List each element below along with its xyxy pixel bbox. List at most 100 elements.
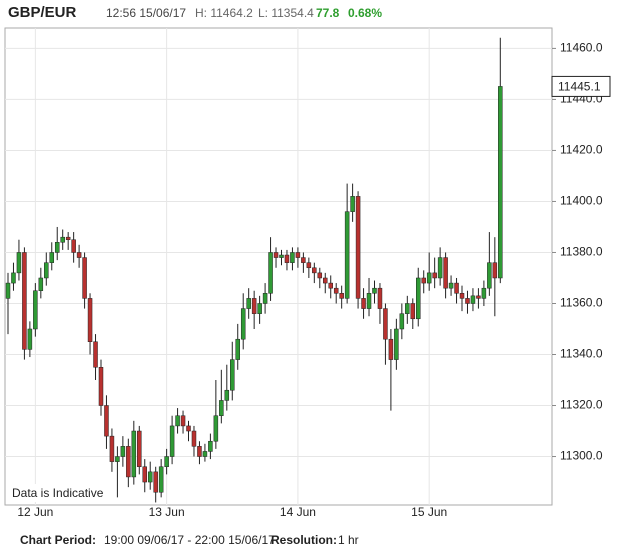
- candle-body: [60, 236, 65, 243]
- candle-body: [410, 303, 416, 320]
- candle-body: [366, 293, 372, 309]
- pair: GBP/EUR: [8, 4, 77, 21]
- x-tick-label: 13 Jun: [149, 505, 185, 519]
- candle-body: [262, 293, 268, 304]
- y-tick-label: 11320.0: [560, 398, 603, 412]
- candle-body: [33, 290, 38, 330]
- candle-body: [219, 400, 224, 416]
- x-tick-label: 12 Jun: [17, 505, 53, 519]
- candle-body: [333, 287, 339, 294]
- candle-body: [93, 341, 98, 368]
- resolution-label: Resolution:: [271, 533, 337, 547]
- y-tick-label: 11380.0: [560, 245, 603, 259]
- y-tick-label: 11360.0: [560, 296, 603, 310]
- candle-body: [82, 257, 87, 299]
- candle-body: [230, 359, 235, 391]
- candle-body: [273, 252, 279, 258]
- candle-body: [202, 451, 208, 457]
- note-box: [8, 484, 104, 502]
- candle-body: [257, 303, 262, 314]
- candle-body: [443, 257, 448, 289]
- candle-body: [115, 456, 120, 462]
- candle-body: [301, 257, 306, 263]
- candle-body: [191, 430, 197, 447]
- candle-body: [65, 236, 71, 240]
- last-price-box: [551, 75, 611, 97]
- candle-body: [158, 466, 164, 493]
- candle-body: [175, 415, 180, 427]
- candle-body: [437, 257, 443, 279]
- candle-body: [290, 252, 295, 263]
- candle-body: [126, 446, 131, 478]
- candle-body: [235, 338, 240, 360]
- period: 19:00 09/06/17 - 22:00 15/06/17: [104, 533, 275, 547]
- y-tick-label: 11340.0: [560, 347, 603, 361]
- candle-body: [426, 272, 432, 284]
- candle-body: [465, 298, 470, 304]
- candle-body: [481, 287, 487, 299]
- candle-body: [251, 298, 257, 314]
- candle-body: [492, 262, 498, 279]
- candle-body: [416, 277, 421, 320]
- candle-body: [5, 282, 11, 299]
- candle-body: [487, 262, 492, 289]
- candle-body: [383, 308, 388, 340]
- candle-body: [224, 389, 230, 401]
- candle-body: [394, 328, 399, 360]
- candle-body: [147, 471, 153, 483]
- candle-body: [54, 242, 60, 253]
- candle-body: [470, 295, 476, 304]
- annotation: Data is Indicative: [12, 486, 104, 500]
- candle-body: [323, 277, 328, 284]
- candle-body: [104, 405, 109, 437]
- candle-body: [49, 252, 55, 263]
- candle-body: [27, 328, 33, 350]
- candle-body: [137, 430, 142, 467]
- candle-body: [361, 298, 366, 309]
- candle-body: [355, 196, 361, 299]
- candle-body: [312, 267, 317, 274]
- timestamp: 12:56 15/06/17: [106, 6, 187, 20]
- candle-body: [344, 211, 350, 299]
- candle-body: [11, 272, 16, 284]
- candle-body: [328, 282, 333, 289]
- candle-body: [448, 282, 454, 289]
- candle-body: [246, 298, 251, 309]
- candle-body: [164, 456, 169, 467]
- candle-body: [350, 196, 355, 212]
- candle-body: [306, 262, 312, 269]
- candle-body: [208, 440, 213, 452]
- candle-body: [268, 252, 273, 294]
- change: 77.8: [316, 6, 340, 20]
- candle-body: [87, 298, 93, 342]
- high: H: 11464.2: [195, 6, 253, 20]
- candle-body: [131, 430, 137, 478]
- candle-body: [498, 86, 503, 279]
- y-tick-label: 11460.0: [560, 41, 603, 55]
- period-label: Chart Period:: [20, 533, 97, 547]
- candle-body: [169, 425, 175, 457]
- candle-body: [399, 313, 405, 330]
- candle-body: [421, 277, 426, 284]
- resolution: 1 hr: [338, 533, 359, 547]
- candle-body: [22, 252, 27, 350]
- candle-body: [459, 293, 465, 299]
- candle-body: [295, 252, 301, 258]
- candle-body: [120, 446, 126, 457]
- candle-body: [405, 303, 410, 314]
- candle-body: [76, 252, 82, 258]
- candle-body: [186, 425, 191, 432]
- candle-body: [109, 435, 115, 462]
- y-tick-label: 11400.0: [560, 194, 603, 208]
- x-tick-label: 14 Jun: [280, 505, 316, 519]
- last-price: 11445.1: [558, 80, 601, 94]
- candle-body: [279, 254, 284, 258]
- candle-body: [284, 254, 290, 263]
- x-tick-label: 15 Jun: [411, 505, 447, 519]
- candle-body: [98, 367, 104, 406]
- candle-body: [388, 338, 394, 360]
- candle-body: [240, 308, 246, 340]
- candle-body: [377, 287, 383, 309]
